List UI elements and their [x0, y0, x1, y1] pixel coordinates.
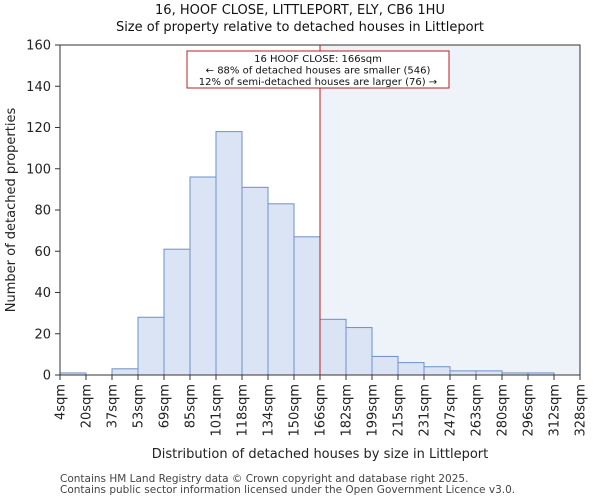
bar-101sqm — [215, 131, 243, 376]
y-tick-label-60: 60 — [34, 245, 51, 260]
y-tick-label-0: 0 — [43, 369, 51, 384]
bar-166sqm — [319, 318, 347, 376]
footer-line-1: Contains HM Land Registry data © Crown c… — [60, 473, 469, 485]
chart-subtitle: Size of property relative to detached ho… — [115, 20, 485, 35]
x-tick-label-150sqm: 150sqm — [288, 384, 303, 437]
x-tick-label-53sqm: 53sqm — [132, 384, 147, 428]
x-tick-label-101sqm: 101sqm — [210, 384, 225, 437]
bar-53sqm — [137, 316, 165, 376]
chart-title: 16, HOOF CLOSE, LITTLEPORT, ELY, CB6 1HU — [155, 3, 445, 18]
x-tick-label-85sqm: 85sqm — [184, 384, 199, 428]
x-tick-label-134sqm: 134sqm — [262, 384, 277, 437]
x-tick-label-328sqm: 328sqm — [574, 384, 589, 437]
x-tick-label-280sqm: 280sqm — [496, 384, 511, 437]
x-tick-label-296sqm: 296sqm — [522, 384, 537, 437]
footer-line-2: Contains public sector information licen… — [60, 484, 516, 496]
x-tick-label-37sqm: 37sqm — [106, 384, 121, 428]
bar-118sqm — [241, 186, 269, 376]
annotation-line-3: 12% of semi-detached houses are larger (… — [199, 77, 437, 88]
y-tick-label-20: 20 — [34, 327, 51, 342]
y-tick-label-40: 40 — [34, 286, 51, 301]
x-tick-label-215sqm: 215sqm — [392, 384, 407, 437]
x-tick-label-118sqm: 118sqm — [236, 384, 251, 437]
y-axis-label: Number of detached properties — [4, 108, 19, 313]
y-tick-label-140: 140 — [26, 80, 51, 95]
bar-199sqm — [371, 355, 399, 376]
bar-69sqm — [163, 248, 191, 376]
x-tick-label-4sqm: 4sqm — [54, 384, 69, 420]
x-tick-label-182sqm: 182sqm — [340, 384, 355, 437]
bar-215sqm — [397, 362, 425, 376]
x-tick-label-231sqm: 231sqm — [418, 384, 433, 437]
x-tick-label-263sqm: 263sqm — [470, 384, 485, 437]
annotation-box — [186, 50, 450, 89]
bar-182sqm — [345, 327, 373, 376]
bar-231sqm — [423, 366, 451, 376]
y-tick-label-160: 160 — [26, 39, 51, 54]
x-tick-label-312sqm: 312sqm — [548, 384, 563, 437]
bar-85sqm — [189, 176, 217, 376]
bar-150sqm — [293, 236, 321, 376]
y-tick-label-80: 80 — [34, 204, 51, 219]
bar-134sqm — [267, 203, 295, 376]
annotation-line-1: 16 HOOF CLOSE: 166sqm — [254, 54, 382, 65]
y-tick-label-120: 120 — [26, 121, 51, 136]
shaded-region — [320, 45, 580, 375]
x-tick-label-69sqm: 69sqm — [158, 384, 173, 428]
bar-263sqm — [475, 370, 503, 376]
x-axis-label: Distribution of detached houses by size … — [152, 447, 489, 462]
x-tick-label-166sqm: 166sqm — [314, 384, 329, 437]
bar-37sqm — [111, 368, 139, 376]
x-tick-label-247sqm: 247sqm — [444, 384, 459, 437]
y-tick-label-100: 100 — [26, 162, 51, 177]
x-tick-label-20sqm: 20sqm — [80, 384, 95, 428]
annotation-line-2: ← 88% of detached houses are smaller (54… — [206, 66, 431, 77]
x-tick-label-199sqm: 199sqm — [366, 384, 381, 437]
bar-247sqm — [449, 370, 477, 376]
